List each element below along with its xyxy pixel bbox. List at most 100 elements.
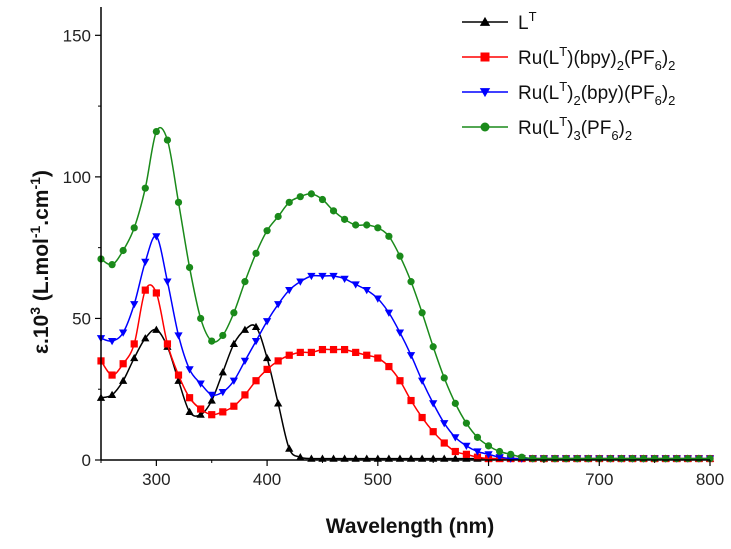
legend-entry-4: Ru(LT)3(PF6)2 bbox=[462, 114, 632, 143]
legend-marker bbox=[479, 16, 491, 26]
y-axis-title: ε.103 (L.mol-1.cm-1) bbox=[27, 170, 53, 354]
data-point bbox=[462, 419, 470, 427]
y-title-unit-a: (L.mol bbox=[30, 238, 53, 307]
data-point bbox=[152, 325, 161, 333]
data-point bbox=[362, 287, 371, 295]
data-point bbox=[163, 278, 172, 286]
data-point bbox=[352, 221, 360, 229]
data-point bbox=[141, 334, 150, 342]
data-point bbox=[219, 408, 227, 416]
data-point bbox=[462, 450, 470, 458]
data-point bbox=[263, 227, 271, 235]
x-tick-label: 600 bbox=[474, 470, 502, 489]
data-point bbox=[440, 374, 448, 382]
data-point bbox=[208, 337, 216, 345]
data-point bbox=[307, 190, 315, 198]
data-point bbox=[451, 447, 459, 456]
data-point bbox=[628, 454, 637, 463]
data-point bbox=[440, 439, 448, 447]
data-point bbox=[107, 390, 117, 398]
data-point bbox=[108, 261, 116, 269]
data-point bbox=[152, 233, 161, 241]
legend-label: Ru(LT)2(bpy)(PF6)2 bbox=[518, 79, 675, 108]
data-point bbox=[352, 348, 360, 357]
data-point bbox=[296, 348, 304, 357]
data-point bbox=[174, 371, 183, 379]
data-point bbox=[296, 193, 304, 201]
data-point bbox=[174, 198, 183, 206]
data-point bbox=[318, 272, 327, 281]
y-title-close: ) bbox=[30, 170, 53, 177]
series-layer bbox=[96, 126, 715, 463]
data-point bbox=[551, 454, 559, 463]
data-point bbox=[152, 289, 160, 297]
data-point bbox=[240, 325, 250, 333]
data-point bbox=[130, 340, 138, 348]
legend-label: Ru(LT)3(PF6)2 bbox=[518, 114, 632, 143]
data-point bbox=[684, 454, 692, 463]
y-title-exp-a: -1 bbox=[27, 225, 43, 238]
data-point bbox=[207, 396, 216, 404]
data-point bbox=[174, 376, 183, 384]
data-point bbox=[285, 287, 294, 295]
data-point bbox=[341, 345, 349, 354]
data-point bbox=[141, 286, 149, 294]
x-tick-label: 800 bbox=[696, 470, 724, 489]
data-point bbox=[218, 368, 227, 376]
legend-entry-3: Ru(LT)2(bpy)(PF6)2 bbox=[462, 79, 675, 108]
data-point bbox=[484, 451, 493, 459]
series-line-4 bbox=[100, 126, 710, 460]
data-point bbox=[473, 453, 482, 461]
axes: 300 400 500 600 700 800 0 50 100 150 bbox=[63, 7, 724, 489]
series-line-2 bbox=[100, 284, 710, 460]
data-point bbox=[274, 357, 282, 365]
data-point bbox=[363, 221, 371, 229]
data-point bbox=[451, 434, 460, 442]
legend: LT Ru(LT)(bpy)2(PF6)2 Ru(LT)2(bpy)(PF6)2 Ru… bbox=[462, 9, 675, 143]
data-point bbox=[429, 400, 438, 408]
data-point bbox=[385, 232, 393, 240]
data-point bbox=[130, 224, 138, 232]
data-point bbox=[440, 420, 449, 428]
data-point bbox=[241, 278, 249, 286]
data-point bbox=[207, 391, 216, 400]
legend-entry-2: Ru(LT)(bpy)2(PF6)2 bbox=[462, 44, 675, 73]
data-point bbox=[230, 402, 238, 410]
data-point bbox=[529, 454, 537, 463]
data-point bbox=[252, 249, 260, 257]
data-point bbox=[495, 454, 504, 462]
data-point bbox=[130, 353, 139, 362]
legend-label: LT bbox=[518, 9, 537, 34]
data-point bbox=[108, 371, 116, 379]
data-point bbox=[274, 212, 282, 221]
data-point bbox=[218, 388, 227, 397]
data-point bbox=[418, 309, 426, 317]
data-point bbox=[562, 454, 570, 463]
data-point bbox=[318, 195, 327, 204]
y-tick-label: 50 bbox=[72, 309, 91, 328]
data-point bbox=[351, 281, 360, 289]
y-title-exp3: 3 bbox=[27, 307, 43, 315]
data-point bbox=[329, 345, 338, 354]
series-2 bbox=[97, 284, 714, 463]
data-point bbox=[285, 444, 294, 452]
data-point bbox=[396, 377, 404, 385]
data-point bbox=[251, 322, 261, 331]
data-point bbox=[274, 399, 283, 407]
data-point bbox=[307, 272, 316, 281]
data-point bbox=[506, 455, 515, 463]
data-point bbox=[119, 360, 127, 368]
data-point bbox=[429, 343, 437, 351]
data-point bbox=[196, 380, 205, 388]
data-point bbox=[484, 442, 493, 450]
data-point bbox=[240, 357, 250, 366]
data-point bbox=[496, 447, 504, 456]
data-point bbox=[617, 454, 626, 463]
data-point bbox=[152, 127, 160, 136]
data-point bbox=[318, 345, 327, 354]
data-point bbox=[119, 376, 128, 384]
data-point bbox=[373, 295, 382, 303]
data-point bbox=[285, 351, 293, 359]
data-point bbox=[141, 184, 149, 192]
x-tick-label: 300 bbox=[142, 470, 170, 489]
